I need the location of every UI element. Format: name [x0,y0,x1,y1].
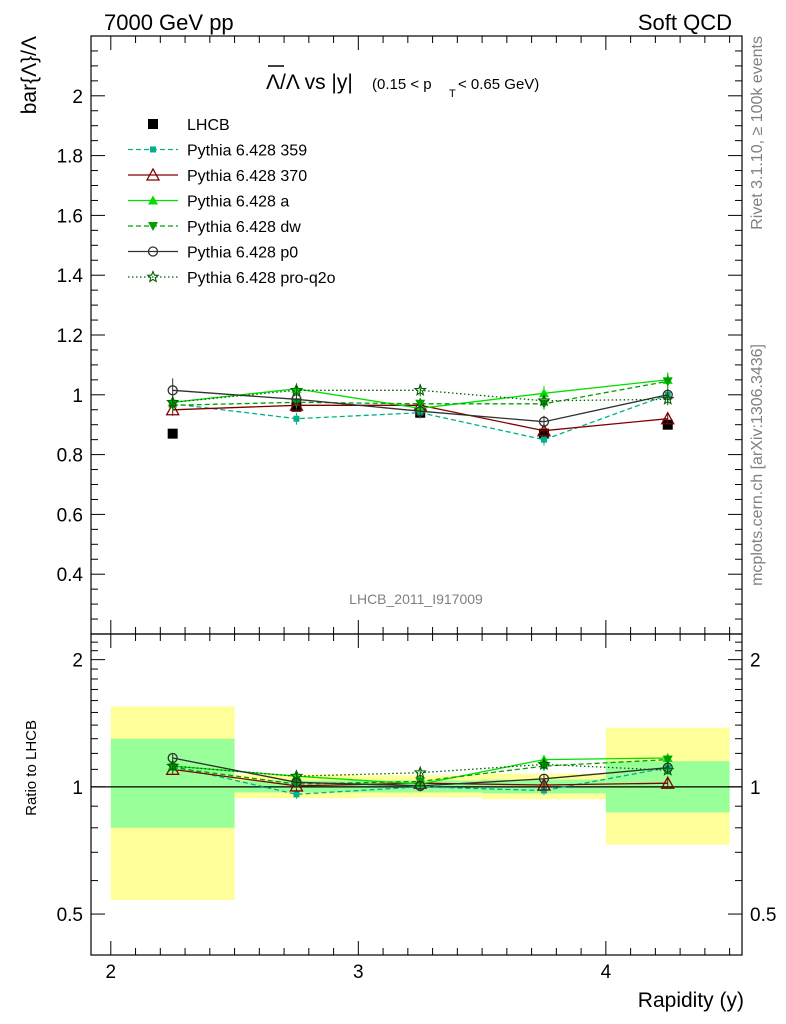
main-ytick-label-5: 1.4 [57,266,84,287]
point-pythia-6-428-370-3 [536,423,552,437]
legend-label-pythia-6-428-pro-q2o: Pythia 6.428 pro-q2o [187,270,336,287]
legend-marker-pythia-6-428-359 [150,146,156,153]
ratio-ytick-label-left-2: 2 [72,651,83,672]
legend-label-pythia-6-428-dw: Pythia 6.428 dw [187,219,301,236]
point-pythia-6-428-pro-q2o-1 [289,383,304,397]
legend-label-pythia-6-428-a: Pythia 6.428 a [187,194,289,211]
point-pythia-6-428-pro-q2o-4 [661,392,675,405]
xtick-label-0: 2 [106,962,117,983]
point-pythia-6-428-370-1 [289,397,304,411]
side-text-top: Rivet 3.1.10, ≥ 100k events [749,36,766,230]
legend-label-lhcb: LHCB [187,117,230,134]
title-paren-close: < 0.65 GeV) [458,76,539,93]
point-pythia-6-428-dw-4 [662,377,673,387]
ratio-point-pythia-6-428-p0-2 [415,780,426,792]
legend-marker-pythia-6-428-370 [145,167,161,181]
legend-marker-lhcb [148,119,158,129]
legend-entry-pythia-6-428-pro-q2o: Pythia 6.428 pro-q2o [128,269,336,287]
point-pythia-6-428-370-4 [660,411,675,425]
main-ytick-label-7: 1.8 [57,147,83,168]
ratio-series-pythia-6-428-pro-q2o [166,757,675,782]
x-axis-label: Rapidity (y) [638,989,744,1012]
ratio-point-pythia-6-428-370-3 [536,777,552,791]
point-pythia-6-428-p0-3 [538,416,550,427]
ratio-ytick-label-right-2: 2 [750,651,761,672]
point-pythia-6-428-359-3 [540,436,547,443]
point-pythia-6-428-pro-q2o-0 [166,395,180,408]
ratio-band-inner-0 [110,738,235,828]
point-pythia-6-428-dw-2 [415,399,426,409]
header-right: Soft QCD [638,10,732,35]
main-ytick-label-2: 0.8 [57,446,83,467]
point-lhcb-0 [167,428,178,439]
ratio-point-pythia-6-428-370-4 [660,775,675,789]
ratio-ytick-label-left-1: 1 [72,778,83,799]
legend-label-pythia-6-428-359: Pythia 6.428 359 [187,143,307,160]
legend-entry-pythia-6-428-dw: Pythia 6.428 dw [128,219,301,236]
ratio-ytick-label-right-0: 0.5 [750,905,776,926]
legend-label-pythia-6-428-p0: Pythia 6.428 p0 [187,245,298,262]
series-pythia-6-428-pro-q2o [166,383,675,409]
xtick-label-2: 4 [601,962,612,983]
ratio-point-pythia-6-428-pro-q2o-0 [166,759,180,772]
legend-entry-pythia-6-428-a: Pythia 6.428 a [128,194,289,211]
ratio-ylabel: Ratio to LHCB [23,720,40,816]
header-left: 7000 GeV pp [104,10,234,35]
legend-marker-pythia-6-428-pro-q2o [146,269,160,283]
side-text-bottom: mcplots.cern.ch [arXiv:1306.3436] [749,344,766,586]
point-pythia-6-428-p0-0 [167,385,178,396]
series-line-pythia-6-428-dw [172,380,668,406]
ratio-line-pythia-6-428-pro-q2o [172,763,668,777]
point-pythia-6-428-pro-q2o-2 [413,383,427,397]
main-ytick-label-3: 1 [72,386,83,407]
main-ytick-label-1: 0.6 [57,505,83,526]
ratio-point-pythia-6-428-p0-3 [538,773,550,784]
legend-entry-pythia-6-428-370: Pythia 6.428 370 [128,167,307,185]
legend-label-pythia-6-428-370: Pythia 6.428 370 [187,168,307,185]
point-pythia-6-428-pro-q2o-3 [537,393,551,407]
legend-entry-pythia-6-428-359: Pythia 6.428 359 [128,143,307,160]
main-title: Λ/Λ vs |y| (0.15 < p T < 0.65 GeV) [266,65,539,100]
ratio-frame [90,633,743,956]
xtick-label-1: 3 [353,962,364,983]
ratio-point-pythia-6-428-dw-4 [662,755,673,765]
point-pythia-6-428-p0-2 [415,406,426,417]
title-main: Λ/Λ vs |y| [266,71,353,94]
main-ytick-label-6: 1.6 [57,206,83,227]
legend-entry-lhcb: LHCB [148,117,230,134]
ratio-series-pythia-6-428-p0 [167,752,673,792]
main-ytick-label-4: 1.2 [57,326,83,347]
ratio-ytick-label-right-1: 1 [750,778,761,799]
main-ytick-label-0: 0.4 [57,565,84,586]
main-ylabel: bar{Λ}/Λ [18,36,41,114]
ratio-point-pythia-6-428-359-1 [293,791,300,798]
analysis-watermark: LHCB_2011_I917009 [349,591,483,607]
title-paren-open: (0.15 < p [372,76,432,93]
title-subscript: T [449,88,456,100]
ratio-point-pythia-6-428-pro-q2o-3 [537,757,551,771]
ratio-ytick-label-left-0: 0.5 [57,905,83,926]
legend-marker-pythia-6-428-dw [148,222,158,231]
point-pythia-6-428-a-3 [538,388,549,398]
ratio-point-pythia-6-428-pro-q2o-2 [413,765,427,779]
ratio-point-pythia-6-428-pro-q2o-1 [289,769,304,782]
ratio-point-pythia-6-428-pro-q2o-4 [661,763,675,776]
point-pythia-6-428-370-0 [165,402,180,416]
point-pythia-6-428-359-1 [293,415,300,422]
legend-entry-pythia-6-428-p0: Pythia 6.428 p0 [128,245,298,262]
main-ytick-label-8: 2 [72,87,83,108]
legend-marker-pythia-6-428-p0 [147,246,159,257]
legend-marker-pythia-6-428-a [148,195,158,205]
